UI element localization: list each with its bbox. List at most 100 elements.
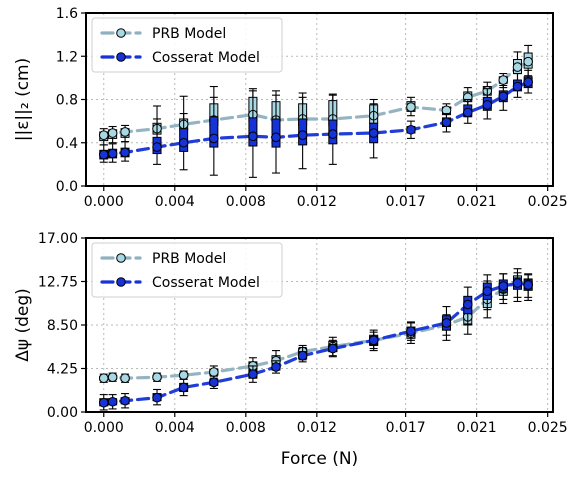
box-mark — [498, 273, 509, 300]
median-marker — [152, 372, 162, 383]
median-marker — [107, 148, 118, 159]
series-cosserat — [98, 69, 533, 178]
x-tick-label: 0.021 — [457, 194, 497, 210]
box-mark — [120, 373, 130, 384]
median-marker — [98, 373, 109, 384]
box-mark — [178, 95, 189, 171]
y-tick-label: 1.6 — [56, 6, 78, 22]
legend-marker — [116, 52, 126, 62]
median-marker — [178, 382, 189, 393]
box-mark — [107, 125, 118, 144]
y-tick-label: 0.8 — [56, 93, 78, 109]
chart-panel-1: 0.000 0.004 0.008 0.012 0.017 0.021 0.025 0.0 0.… — [13, 6, 568, 210]
median-marker — [178, 370, 189, 380]
x-tick-label: 0.004 — [155, 420, 195, 436]
legend-marker — [116, 28, 126, 38]
median-marker — [120, 373, 130, 384]
x-tick-label: 0.025 — [528, 194, 568, 210]
x-tick-label: 0.017 — [386, 420, 426, 436]
median-marker — [120, 127, 130, 137]
box-mark — [297, 346, 308, 363]
box-mark — [406, 120, 416, 139]
box-mark — [523, 69, 533, 94]
legend-entry-prb: PRB Model — [100, 26, 226, 42]
median-marker — [98, 130, 109, 140]
box-mark — [441, 113, 452, 133]
box-mark — [178, 370, 189, 380]
median-marker — [120, 395, 130, 406]
y-tick-label: 12.75 — [38, 275, 78, 291]
median-marker — [328, 343, 338, 354]
median-marker — [98, 149, 109, 160]
x-tick-label: 0.004 — [155, 194, 195, 210]
median-marker — [209, 133, 219, 144]
median-marker — [462, 299, 473, 310]
median-marker — [498, 281, 509, 291]
y-tick-label: 1.2 — [56, 49, 78, 65]
box-mark — [120, 393, 130, 409]
box-mark — [178, 378, 189, 397]
legend-label: Cosserat Model — [152, 50, 260, 66]
box-mark — [498, 84, 509, 111]
box-mark — [368, 331, 379, 350]
box-mark — [271, 90, 281, 174]
y-tick-label: 0.00 — [47, 405, 78, 421]
legend-label: Cosserat Model — [152, 275, 260, 291]
box-mark — [248, 88, 258, 178]
y-tick-label: 0.0 — [56, 179, 78, 195]
chart-panel-2: 0.000 0.004 0.008 0.012 0.017 0.021 0.025 0.00 4… — [13, 231, 568, 469]
median-marker — [178, 137, 189, 148]
median-marker — [523, 77, 533, 87]
median-marker — [209, 367, 219, 377]
median-marker — [523, 280, 533, 290]
median-marker — [107, 372, 118, 383]
box-mark — [209, 85, 219, 176]
box-mark — [152, 388, 162, 406]
box-mark — [107, 394, 118, 410]
median-marker — [120, 147, 130, 158]
box-mark — [523, 44, 533, 77]
x-tick-label: 0.017 — [386, 194, 426, 210]
x-tick-label: 0.025 — [528, 420, 568, 436]
box-mark — [406, 96, 416, 117]
median-marker — [512, 81, 523, 92]
box-mark — [271, 360, 281, 374]
median-marker — [523, 56, 533, 67]
median-marker — [98, 397, 109, 408]
box-mark — [98, 394, 109, 411]
x-tick-label: 0.012 — [297, 194, 337, 210]
box-mark — [462, 98, 473, 124]
median-marker — [441, 117, 452, 128]
box-mark — [297, 92, 308, 170]
box-mark — [512, 272, 523, 298]
box-body — [209, 116, 219, 148]
median-marker — [482, 286, 493, 297]
median-marker — [368, 335, 379, 346]
legend-label: PRB Model — [152, 26, 226, 42]
median-marker — [498, 75, 509, 85]
box-mark — [328, 94, 338, 165]
legend-label: PRB Model — [152, 251, 226, 267]
median-marker — [406, 124, 416, 135]
median-marker — [271, 362, 281, 372]
x-tick-label: 0.021 — [457, 420, 497, 436]
y-tick-label: 17.00 — [38, 231, 78, 247]
box-mark — [368, 103, 379, 159]
median-marker — [441, 318, 452, 328]
box-mark — [482, 274, 493, 311]
median-marker — [406, 102, 416, 112]
box-mark — [98, 144, 109, 163]
y-axis-label: ||ε||₂ (cm) — [13, 58, 33, 142]
x-axis-label: Force (N) — [281, 449, 358, 469]
y-tick-label: 0.4 — [56, 136, 78, 152]
median-marker — [297, 350, 308, 361]
box-mark — [328, 339, 338, 357]
median-marker — [271, 132, 281, 143]
box-mark — [107, 143, 118, 163]
median-marker — [297, 130, 308, 140]
legend-entry-cosserat: Cosserat Model — [100, 275, 260, 291]
legend: PRB Model Cosserat Model — [91, 242, 283, 298]
legend-entry-prb: PRB Model — [100, 251, 226, 267]
series-cosserat — [98, 272, 533, 411]
